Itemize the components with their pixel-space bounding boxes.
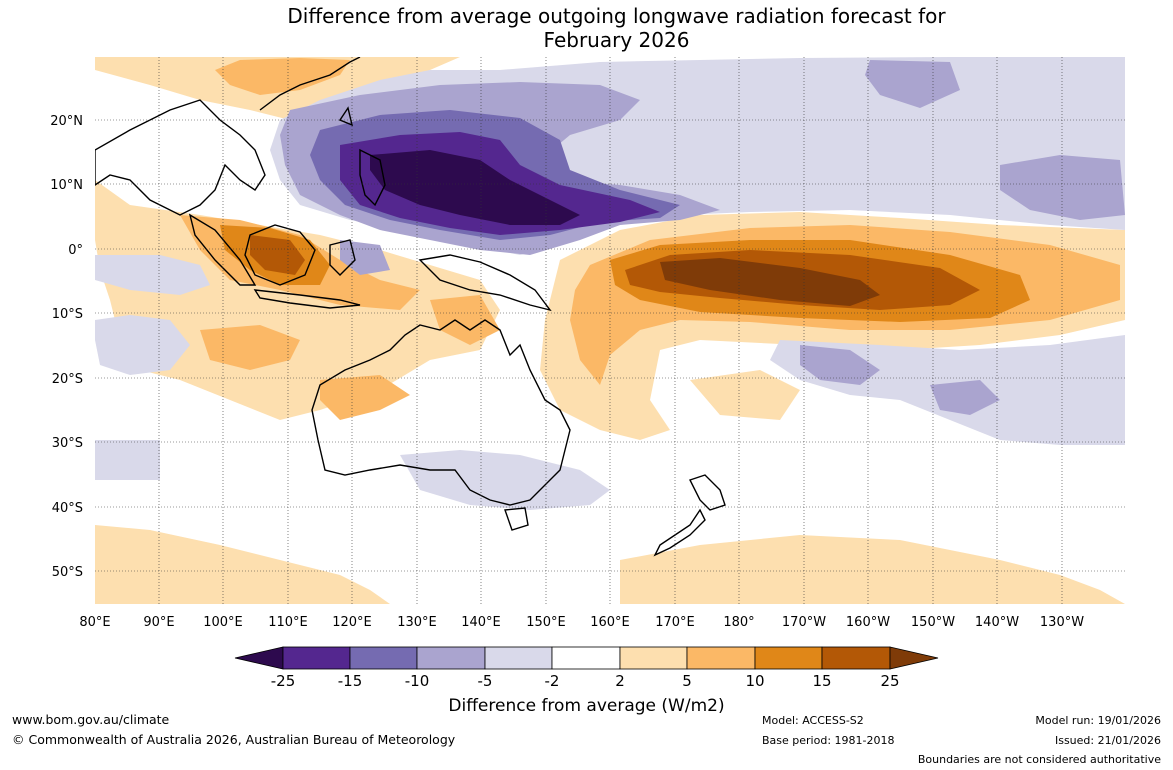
sulawesi-coast [329, 239, 356, 276]
tasmania-coast [504, 507, 529, 531]
footer-copyright: © Commonwealth of Australia 2026, Austra… [12, 732, 456, 747]
colorbar-tick: 2 [615, 672, 625, 690]
colorbar-low-extend [234, 646, 284, 670]
borneo-coast [244, 224, 316, 286]
footer-base-period: Base period: 1981-2018 [762, 734, 895, 747]
colorbar-tick: -15 [338, 672, 363, 690]
positive-2-5-region-tasman [690, 370, 800, 420]
lon-label: 150°E [526, 615, 566, 630]
lat-label: 20°S [52, 372, 83, 387]
colorbar-segment [349, 646, 418, 670]
colorbar-tick-labels: -25 -15 -10 -5 -2 2 5 10 15 25 [271, 672, 900, 690]
lon-label: 180° [723, 615, 754, 630]
australia-coast [311, 319, 571, 506]
negative-5-10-region-south-pacific-2 [930, 380, 1000, 415]
asia-coast [95, 99, 266, 216]
title-line-1: Difference from average outgoing longwav… [287, 4, 946, 28]
colorbar-segment [484, 646, 553, 670]
colorbar-tick: -25 [271, 672, 296, 690]
lon-label: 120°E [332, 615, 372, 630]
new-guinea-coast [418, 254, 552, 312]
colorbar-tick: 15 [812, 672, 831, 690]
lon-label: 140°E [461, 615, 501, 630]
lon-label: 80°E [79, 615, 110, 630]
lat-label: 0° [68, 243, 83, 258]
footer-model: Model: ACCESS-S2 [762, 714, 864, 727]
colorbar-tick: -10 [405, 672, 430, 690]
colorbar-tick: 10 [745, 672, 764, 690]
lat-label: 10°S [52, 307, 83, 322]
map-title: Difference from average outgoing longwav… [0, 4, 1173, 52]
negative-over-25-region-philippine-sea [370, 150, 580, 225]
china-coast [259, 57, 361, 111]
lon-label: 150°W [911, 615, 955, 630]
positive-15-25-region-borneo [250, 235, 305, 275]
positive-5-10-region-indochina [215, 58, 350, 95]
title-line-2: February 2026 [543, 28, 690, 52]
new-zealand-south-coast [653, 508, 706, 557]
lon-label: 170°W [782, 615, 826, 630]
philippines-coast [359, 148, 386, 207]
colorbar-title: Difference from average (W/m2) [448, 696, 725, 716]
lat-label: 30°S [52, 436, 83, 451]
latitude-labels: 20°N 10°N 0° 10°S 20°S 30°S 40°S 50°S [50, 114, 83, 580]
colorbar-segment [821, 646, 891, 670]
footer-boundaries: Boundaries are not considered authoritat… [917, 753, 1161, 766]
lon-label: 90°E [143, 615, 174, 630]
colorbar-segment [686, 646, 756, 670]
negative-2-5-region-timor [95, 255, 210, 295]
footer-issued: Issued: 21/01/2026 [1054, 734, 1161, 747]
lat-label: 10°N [50, 178, 83, 193]
graticule [95, 57, 1125, 604]
colorbar-segment [551, 646, 621, 670]
colorbar-tick: -5 [478, 672, 493, 690]
positive-over-25-region [660, 258, 880, 306]
colorbar-tick: 25 [880, 672, 899, 690]
anomaly-shading [95, 57, 1125, 604]
positive-5-10-region-australia-w [320, 375, 410, 420]
negative-5-10-region-pacific-north-east [865, 60, 960, 108]
footer-model-run: Model run: 19/01/2026 [1035, 714, 1161, 727]
colorbar-tick: -2 [545, 672, 560, 690]
coastlines [95, 57, 726, 557]
positive-5-10-region-coral-sea [430, 295, 500, 345]
lon-label: 110°E [268, 615, 308, 630]
positive-5-10-region-australia-nw [200, 325, 300, 370]
colorbar-segment [619, 646, 688, 670]
negative-2-5-region-bight [400, 450, 610, 510]
colorbar-tick: 5 [682, 672, 692, 690]
lon-label: 130°E [397, 615, 437, 630]
colorbar-segment [282, 646, 351, 670]
lat-label: 20°N [50, 114, 83, 129]
colorbar-segment [754, 646, 823, 670]
lon-label: 100°E [203, 615, 243, 630]
lon-label: 130°W [1040, 615, 1084, 630]
negative-2-5-region-indian-ocean [95, 315, 190, 375]
footer-url[interactable]: www.bom.gov.au/climate [12, 712, 170, 727]
lon-label: 170°E [655, 615, 695, 630]
new-zealand-north-coast [689, 474, 726, 511]
positive-2-5-region-south-pacific [620, 535, 1125, 604]
java-coast [253, 289, 361, 309]
taiwan-coast [338, 106, 353, 127]
lon-label: 160°W [846, 615, 890, 630]
positive-2-5-region-southern-ocean [95, 525, 390, 604]
olr-anomaly-map: 20°N 10°N 0° 10°S 20°S 30°S 40°S 50°S 80… [50, 57, 1125, 690]
colorbar [234, 646, 939, 670]
colorbar-segment [416, 646, 486, 670]
lat-label: 50°S [52, 565, 83, 580]
negative-5-10-region-south-pacific [800, 345, 880, 385]
colorbar-high-extend [889, 646, 939, 670]
longitude-labels: 80°E 90°E 100°E 110°E 120°E 130°E 140°E … [79, 615, 1084, 630]
lon-label: 140°W [975, 615, 1019, 630]
negative-2-5-region-southern-australia [95, 440, 160, 480]
lat-label: 40°S [52, 501, 83, 516]
lon-label: 160°E [590, 615, 630, 630]
negative-5-10-region-pacific-east [1000, 155, 1125, 220]
sumatra-coast [188, 213, 257, 286]
